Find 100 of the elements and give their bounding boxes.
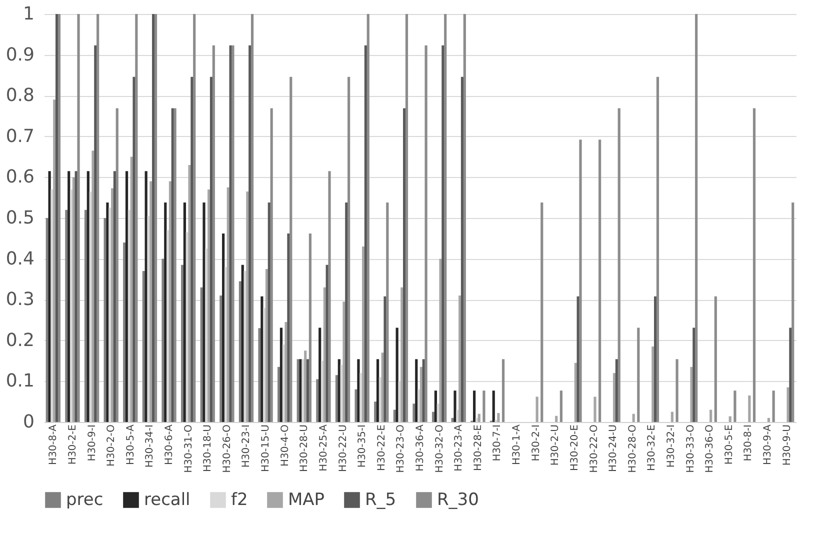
bar (154, 14, 158, 422)
legend-label: prec (66, 490, 104, 510)
bar (632, 414, 635, 422)
bar (323, 287, 326, 422)
bar (393, 410, 396, 422)
bar (106, 202, 109, 422)
bar (560, 390, 562, 422)
y-tick-label: 0.4 (6, 248, 34, 270)
y-tick-label: 0.6 (6, 166, 34, 188)
x-tick-label: H30-33-O (685, 424, 696, 473)
bar (232, 45, 234, 422)
bar (58, 14, 61, 422)
bar (463, 14, 466, 422)
legend-label: f2 (231, 490, 248, 510)
x-tick-label: H30-32-I (666, 424, 677, 468)
x-tick-label: H30-36-O (704, 424, 716, 473)
bar (574, 362, 577, 422)
legend-label: R_5 (365, 490, 396, 510)
bar (220, 296, 222, 422)
bar (473, 390, 476, 422)
bar (482, 390, 486, 422)
bar (444, 14, 447, 422)
bar (767, 418, 770, 422)
bar (478, 414, 480, 422)
bar (374, 402, 377, 422)
bar (376, 359, 380, 422)
bar (612, 373, 616, 422)
bar (439, 258, 442, 422)
bar (502, 359, 505, 422)
x-tick-label: H30-2-U (550, 424, 562, 466)
bar (792, 202, 794, 422)
x-tick-label: H30-9-A (762, 424, 774, 465)
bar (290, 76, 292, 422)
x-tick-label: H30-23-A (454, 424, 465, 472)
bar (265, 269, 268, 422)
x-tick-label: H30-1-A (512, 424, 523, 465)
bar (168, 181, 172, 422)
bar (714, 296, 717, 422)
bar (637, 328, 640, 422)
x-tick-label: H30-6-A (164, 424, 176, 465)
bar (188, 164, 191, 422)
bar (424, 45, 428, 422)
x-tick-label: H30-28-O (627, 424, 638, 473)
bar (354, 389, 358, 422)
y-tick-label: 0 (23, 412, 34, 432)
x-tick-label: H30-4-O (280, 424, 291, 466)
bar (618, 108, 620, 422)
bar (357, 359, 360, 422)
bar (222, 234, 225, 422)
bar (72, 177, 75, 422)
bar (250, 14, 254, 422)
legend-label: R_30 (437, 490, 479, 510)
bar (460, 76, 464, 422)
bar (111, 188, 114, 422)
bar (287, 234, 290, 422)
x-tick-label: H30-31-O (183, 424, 194, 473)
bar (695, 14, 698, 422)
bar (403, 108, 406, 422)
bar (342, 302, 346, 422)
bar (46, 218, 48, 422)
bar (442, 45, 444, 422)
bar (316, 379, 319, 422)
x-tick-label: H30-2-E (67, 424, 78, 465)
y-tick-label: 1 (23, 4, 34, 24)
bar (366, 14, 370, 422)
x-tick-label: H30-35-I (357, 424, 368, 468)
bar (728, 416, 732, 422)
x-tick-label: H30-5-E (724, 424, 735, 465)
bar (183, 202, 186, 422)
x-tick-label: H30-28-E (472, 424, 484, 472)
bar (786, 387, 790, 422)
bar (318, 328, 322, 422)
bar (123, 242, 126, 422)
bar (415, 359, 418, 422)
bar (270, 108, 273, 422)
x-tick-label: H30-7-I (492, 424, 504, 462)
bar (434, 390, 437, 422)
bar (132, 76, 136, 422)
x-tick-label: H30-18-U (202, 424, 214, 472)
bar (113, 171, 116, 422)
bar (53, 100, 56, 422)
bar (92, 150, 94, 422)
x-tick-label: H30-9-U (782, 424, 793, 466)
bar (734, 390, 736, 422)
x-tick-label: H30-20-E (569, 424, 580, 472)
bar (348, 76, 350, 422)
x-tick-label: H30-8-I (743, 424, 754, 462)
x-tick-label: H30-23-O (396, 424, 407, 473)
bar (789, 328, 792, 422)
bar (405, 14, 408, 422)
bar (692, 328, 696, 422)
bar (77, 14, 80, 422)
bar (454, 390, 456, 422)
bar (540, 202, 544, 422)
x-tick-label: H30-2-I (530, 424, 542, 462)
bar (238, 281, 242, 422)
bar (246, 191, 249, 422)
bar (492, 390, 495, 422)
bar (615, 359, 618, 422)
bar (226, 187, 230, 422)
